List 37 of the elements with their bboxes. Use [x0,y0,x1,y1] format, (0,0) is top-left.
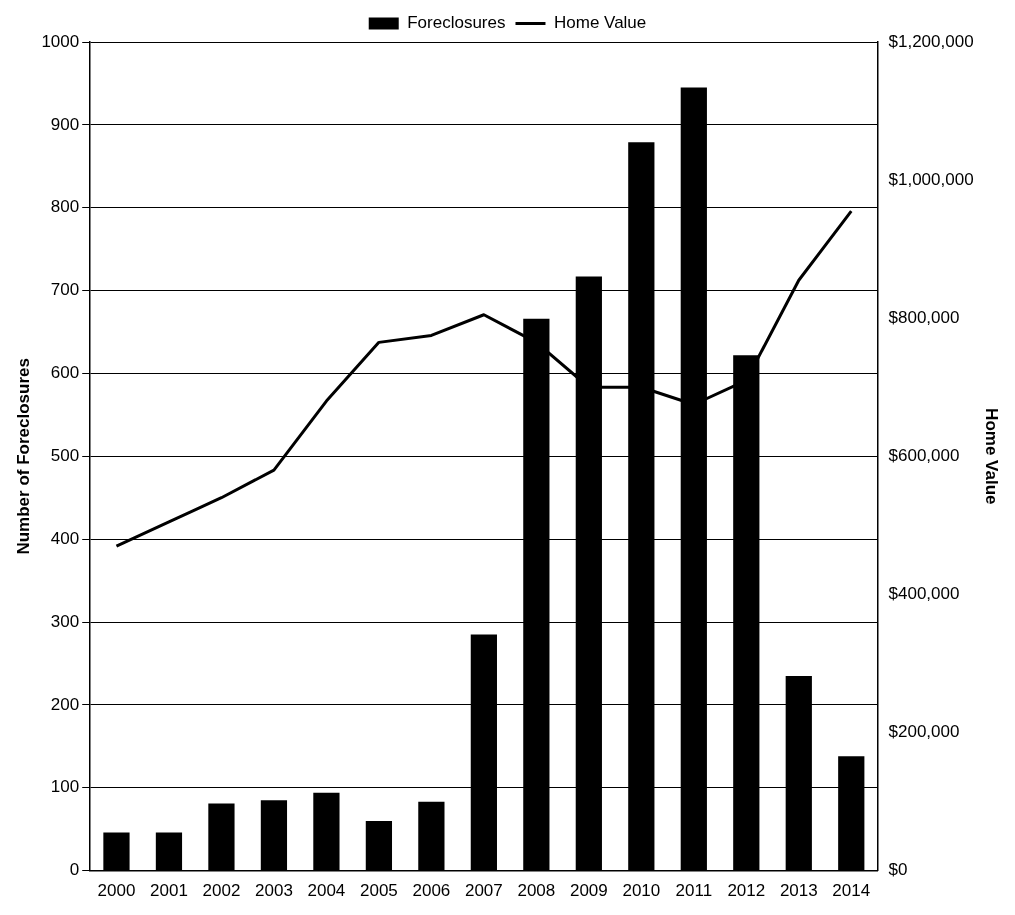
y2-tick-label: $400,000 [888,584,960,604]
x-tick-label: 2001 [150,881,188,901]
x-tick-label: 2003 [255,881,293,901]
x-tick-label: 2000 [97,881,136,901]
x-tick-label: 2011 [675,881,713,901]
y2-axis-title: Home Value [982,408,1002,505]
legend-label: Foreclosures [407,13,506,33]
y2-tick-label: $1,200,000 [888,31,974,51]
legend-label: Home Value [553,13,647,33]
x-tick-label: 2008 [517,881,556,901]
y-tick-label: 700 [50,280,80,300]
y2-tick-label: $0 [888,860,908,880]
y-tick-label: 300 [50,611,80,631]
y-tick-label: 900 [50,114,80,134]
x-tick-label: 2004 [307,881,346,901]
y2-tick-label: $600,000 [888,445,960,465]
y2-tick-label: $800,000 [888,307,960,327]
x-tick-label: 2007 [464,881,503,901]
x-tick-label: 2013 [779,881,818,901]
x-tick-label: 2010 [622,881,661,901]
x-tick-label: 2005 [359,881,398,901]
y-tick-label: 100 [50,777,80,797]
x-tick-label: 2012 [727,881,766,901]
y-tick-label: 800 [50,197,80,217]
x-tick-label: 2009 [569,881,608,901]
x-tick-label: 2006 [412,881,451,901]
y-tick-label: 0 [69,860,80,880]
y2-tick-label: $200,000 [888,722,960,742]
x-tick-label: 2014 [832,881,871,901]
x-tick-label: 2002 [202,881,241,901]
y-tick-label: 400 [50,528,80,548]
y2-tick-label: $1,000,000 [888,169,974,189]
y-tick-label: 200 [50,694,80,714]
y-axis-title: Number of Foreclosures [13,358,33,555]
y-tick-label: 500 [50,445,80,465]
y-tick-label: 1000 [41,31,80,51]
y-tick-label: 600 [50,363,80,383]
